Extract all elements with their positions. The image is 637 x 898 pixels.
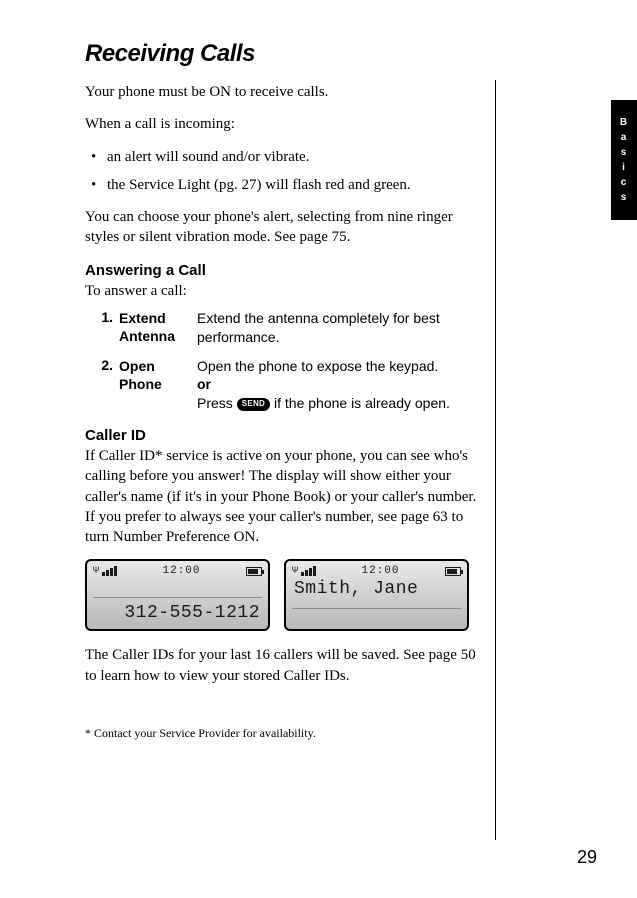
side-tab-letter: c [621,175,628,190]
intro-paragraph-2: When a call is incoming: [85,114,485,134]
incoming-call-bullets: an alert will sound and/or vibrate. the … [85,147,485,196]
side-tab-letter: i [622,160,626,175]
side-tab-letter: s [621,190,628,205]
side-tab-basics: B a s i c s [611,100,637,220]
screen-divider [292,608,461,609]
caller-number-display: 312-555-1212 [124,603,260,623]
screen-status-bar: Ψ 12:00 [93,565,262,577]
bullet-item: an alert will sound and/or vibrate. [85,147,485,167]
page-content: Receiving Calls Your phone must be ON to… [85,40,485,741]
antenna-icon: Ψ [93,566,99,577]
screen-time: 12:00 [163,565,201,577]
step-description: Open the phone to expose the keypad. or … [197,357,485,414]
page-number: 29 [577,847,597,868]
send-button-icon: SEND [237,398,270,411]
screen-status-bar: Ψ 12:00 [292,565,461,577]
phone-screen-name: Ψ 12:00 Smith, Jane [284,559,469,631]
step-desc-press-prefix: Press [197,395,237,411]
intro-paragraph-3: You can choose your phone's alert, selec… [85,207,485,248]
screen-divider [93,597,262,598]
side-tab-letter: a [621,130,628,145]
side-tab-letter: s [621,145,628,160]
callerid-paragraph: If Caller ID* service is active on your … [85,446,485,547]
page-title: Receiving Calls [85,40,485,68]
step-desc-line: Open the phone to expose the keypad. [197,358,438,374]
step-description: Extend the antenna completely for best p… [197,309,485,347]
step-row: 2. Open Phone Open the phone to expose t… [85,357,485,414]
callerid-heading: Caller ID [85,427,485,444]
answering-heading: Answering a Call [85,262,485,279]
screen-time: 12:00 [362,565,400,577]
intro-paragraph-1: Your phone must be ON to receive calls. [85,82,485,102]
answering-steps: 1. Extend Antenna Extend the antenna com… [85,309,485,413]
antenna-icon: Ψ [292,566,298,577]
step-number: 2. [85,357,119,373]
side-tab-letter: B [620,115,628,130]
bullet-item: the Service Light (pg. 27) will flash re… [85,175,485,195]
battery-icon [445,567,461,576]
answering-lead: To answer a call: [85,281,485,301]
caller-name-display: Smith, Jane [294,579,418,599]
step-number: 1. [85,309,119,325]
phone-screen-number: Ψ 12:00 312-555-1212 [85,559,270,631]
signal-icon [301,566,316,576]
vertical-divider [495,80,496,840]
step-label: Open Phone [119,357,197,393]
step-row: 1. Extend Antenna Extend the antenna com… [85,309,485,347]
callerid-paragraph-2: The Caller IDs for your last 16 callers … [85,645,485,686]
signal-icon [102,566,117,576]
battery-icon [246,567,262,576]
step-desc-press-suffix: if the phone is already open. [270,395,450,411]
phone-screens-row: Ψ 12:00 312-555-1212 Ψ 12:00 [85,559,485,631]
footnote: * Contact your Service Provider for avai… [85,726,485,741]
step-label: Extend Antenna [119,309,197,345]
step-desc-or: or [197,376,211,392]
